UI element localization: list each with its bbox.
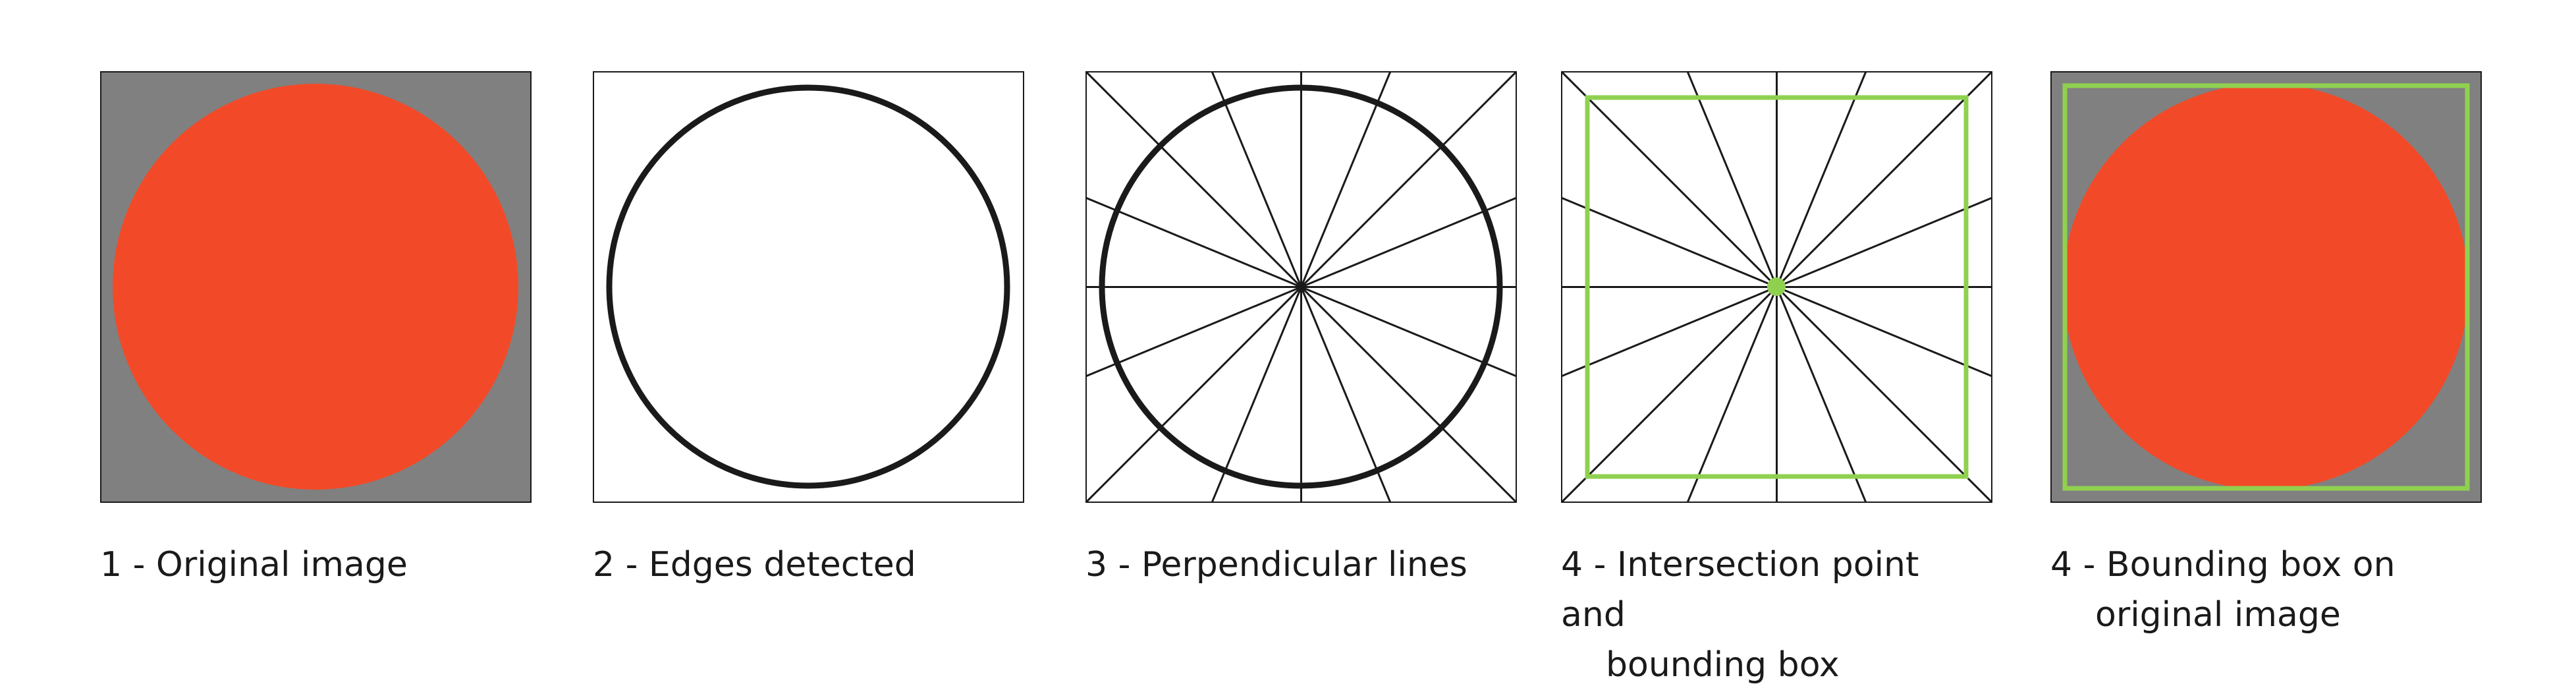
- edges-detected-figure: [593, 71, 1024, 503]
- panel-edges-detected: 2 - Edges detected: [593, 71, 1024, 590]
- caption-line-1: 4 - Intersection point and: [1561, 545, 1919, 635]
- perpendicular-lines-figure: [1085, 71, 1517, 503]
- intersection-figure: [1561, 71, 1992, 503]
- caption-bbox-on-original: 4 - Bounding box on original image: [2050, 540, 2482, 640]
- caption-edges-detected: 2 - Edges detected: [593, 540, 1024, 590]
- panel-perpendicular-lines: 3 - Perpendicular lines: [1085, 71, 1517, 590]
- bounding-box: [1585, 95, 1969, 479]
- frame: [593, 71, 1024, 503]
- bounding-box: [2062, 83, 2470, 491]
- caption-intersection-and-bbox: 4 - Intersection point and bounding box: [1561, 540, 1992, 690]
- red-circle: [2063, 84, 2469, 490]
- perpendicular-line-8: [1085, 196, 1517, 378]
- caption-line-1: 1 - Original image: [100, 545, 408, 585]
- caption-original-image: 1 - Original image: [100, 540, 532, 590]
- caption-line-2: original image: [2095, 595, 2341, 635]
- bbox-on-original-figure: [2050, 71, 2482, 503]
- red-circle: [113, 84, 518, 490]
- circle-edge: [1099, 84, 1503, 489]
- perpendicular-lines: [1085, 71, 1517, 503]
- caption-line-1: 2 - Edges detected: [593, 545, 916, 585]
- intersection-point: [1767, 277, 1786, 296]
- caption-perpendicular-lines: 3 - Perpendicular lines: [1085, 540, 1517, 590]
- caption-line-1: 3 - Perpendicular lines: [1085, 545, 1467, 585]
- panel-bbox-on-original: 4 - Bounding box on original image: [2050, 71, 2482, 640]
- caption-line-1: 4 - Bounding box on: [2050, 545, 2396, 585]
- original-image-figure: [100, 71, 532, 503]
- panel-original-image: 1 - Original image: [100, 71, 532, 590]
- circle-edge: [606, 84, 1010, 489]
- panel-intersection-and-bbox: 4 - Intersection point and bounding box: [1561, 71, 1992, 690]
- caption-line-2: bounding box: [1606, 645, 1840, 685]
